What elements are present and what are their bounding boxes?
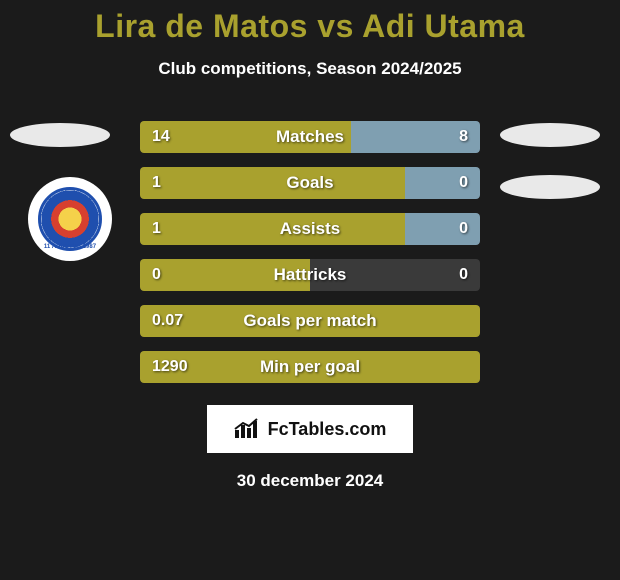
stat-row: Hattricks00 xyxy=(140,259,480,291)
stat-row: Goals10 xyxy=(140,167,480,199)
stat-bar-right xyxy=(405,213,480,245)
stat-bar-left xyxy=(140,167,405,199)
stat-bar-left xyxy=(140,121,351,153)
page-title: Lira de Matos vs Adi Utama xyxy=(0,0,620,45)
player-left-photo-placeholder xyxy=(10,123,110,147)
stat-row: Matches148 xyxy=(140,121,480,153)
brand-badge: FcTables.com xyxy=(207,405,413,453)
bar-chart-icon xyxy=(234,418,262,440)
stat-bar-track xyxy=(140,121,480,153)
stat-bar-right xyxy=(310,259,480,291)
stat-bar-track xyxy=(140,213,480,245)
player-right-photo-placeholder xyxy=(500,123,600,147)
stat-bar-left xyxy=(140,351,480,383)
club-logo-subtext: 11 AGUSTUS 1987 xyxy=(41,244,99,250)
stat-row: Goals per match0.07 xyxy=(140,305,480,337)
stat-bar-right xyxy=(351,121,480,153)
main-area: 11 AGUSTUS 1987 Matches148 Goals10 Assists… xyxy=(0,121,620,383)
brand-text: FcTables.com xyxy=(268,419,387,440)
stat-bar-left xyxy=(140,259,310,291)
stat-bar-track xyxy=(140,351,480,383)
footer-date: 30 december 2024 xyxy=(0,471,620,491)
arema-badge-icon: 11 AGUSTUS 1987 xyxy=(38,187,102,251)
player-left-club-logo: 11 AGUSTUS 1987 xyxy=(28,177,112,261)
comparison-bars: Matches148 Goals10 Assists10 Hattricks00 Goa… xyxy=(140,121,480,383)
stat-bar-track xyxy=(140,167,480,199)
stat-bar-left xyxy=(140,213,405,245)
player-right-club-placeholder xyxy=(500,175,600,199)
stat-bar-right xyxy=(405,167,480,199)
subtitle: Club competitions, Season 2024/2025 xyxy=(0,59,620,79)
stat-row: Min per goal1290 xyxy=(140,351,480,383)
stat-row: Assists10 xyxy=(140,213,480,245)
infographic: Lira de Matos vs Adi Utama Club competit… xyxy=(0,0,620,580)
stat-bar-track xyxy=(140,305,480,337)
stat-bar-left xyxy=(140,305,480,337)
stat-bar-track xyxy=(140,259,480,291)
